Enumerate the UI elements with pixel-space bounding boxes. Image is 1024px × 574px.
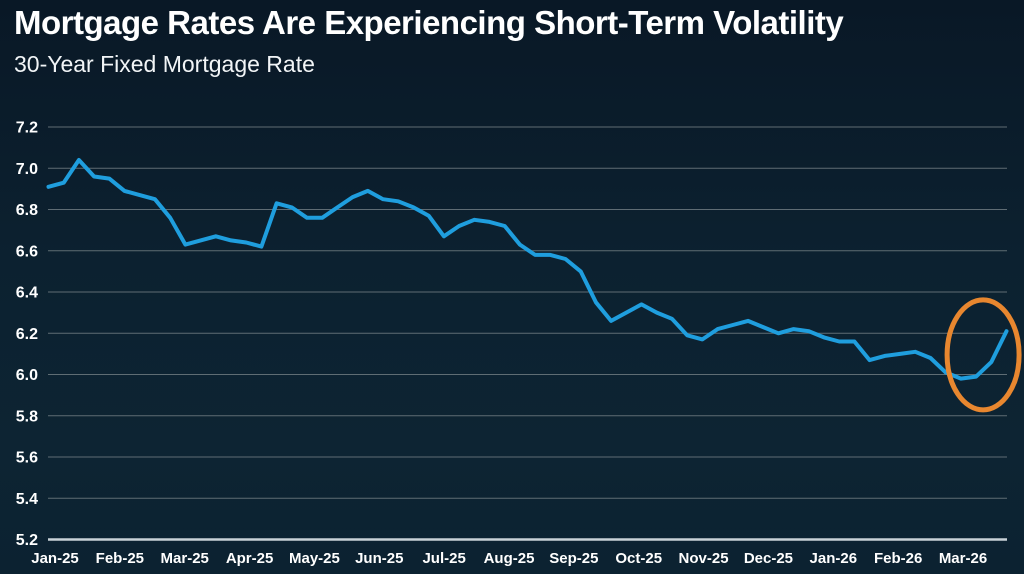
x-tick-label: Feb-25 — [96, 550, 144, 567]
gridlines — [48, 126, 1007, 541]
y-tick-label: 5.4 — [16, 491, 38, 508]
x-tick-label: Jun-25 — [355, 550, 403, 567]
y-tick-label: 6.0 — [16, 367, 38, 384]
y-tick-label: 6.4 — [16, 285, 38, 302]
y-tick-label: 7.0 — [16, 161, 38, 178]
y-tick-label: 6.2 — [16, 326, 38, 343]
x-tick-label: Apr-25 — [226, 550, 274, 567]
rate-line-series — [46, 158, 1009, 381]
x-tick-label: Feb-26 — [874, 550, 922, 567]
mortgage-rate-line-chart: 7.2 7.0 6.8 6.6 6.4 6.2 6.0 5.8 5.6 5.4 5.2 Jan-25… — [16, 120, 1022, 567]
x-tick-label: Nov-25 — [679, 550, 729, 567]
x-tick-label: Mar-26 — [939, 550, 987, 567]
chart-header: Mortgage Rates Are Experiencing Short-Te… — [14, 4, 1014, 78]
x-tick-label: May-25 — [289, 550, 340, 567]
y-tick-label: 5.8 — [16, 408, 38, 425]
x-tick-label: Sep-25 — [549, 550, 598, 567]
x-tick-label: Jul-25 — [422, 550, 465, 567]
y-tick-label: 6.6 — [16, 243, 38, 260]
x-tick-label: Oct-25 — [615, 550, 662, 567]
y-tick-label: 5.2 — [16, 532, 38, 549]
x-tick-label: Mar-25 — [161, 550, 209, 567]
chart-title: Mortgage Rates Are Experiencing Short-Te… — [14, 4, 844, 41]
x-tick-label: Jan-25 — [31, 550, 79, 567]
y-tick-label: 5.6 — [16, 450, 38, 467]
x-tick-label: Aug-25 — [484, 550, 535, 567]
x-tick-label: Dec-25 — [744, 550, 793, 567]
x-tick-label: Jan-26 — [810, 550, 858, 567]
x-axis-tick-labels: Jan-25 Feb-25 Mar-25 Apr-25 May-25 Jun-25 Jul-… — [31, 550, 987, 567]
chart-subtitle: 30-Year Fixed Mortgage Rate — [14, 50, 315, 77]
highlight-ellipse-annotation — [944, 297, 1022, 413]
y-tick-label: 6.8 — [16, 202, 38, 219]
y-tick-label: 7.2 — [16, 120, 38, 137]
y-axis-tick-labels: 7.2 7.0 6.8 6.6 6.4 6.2 6.0 5.8 5.6 5.4 5.2 — [16, 120, 38, 550]
